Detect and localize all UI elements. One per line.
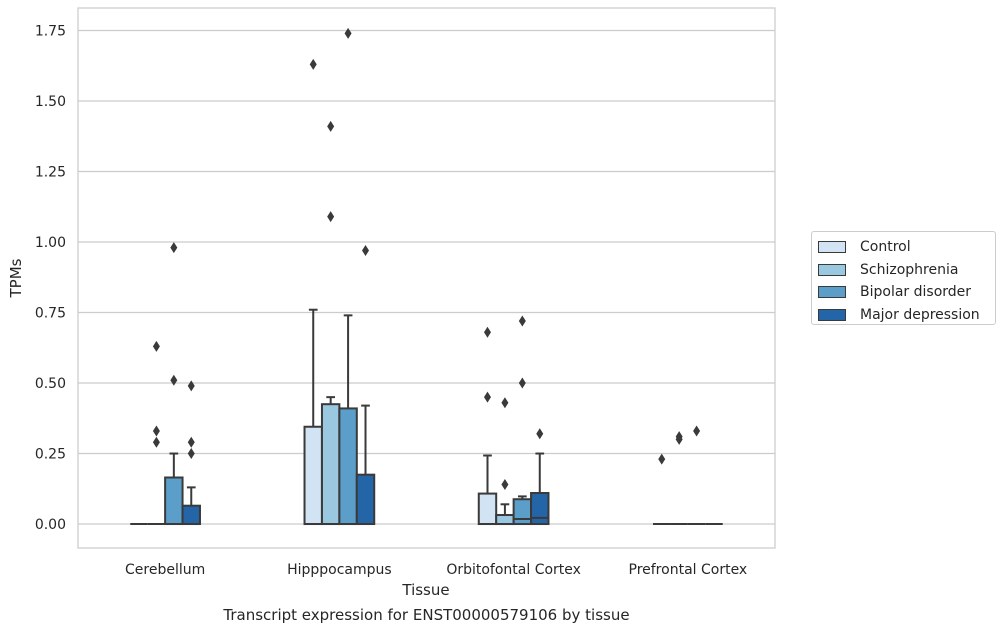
outlier-point: [536, 428, 544, 440]
grid-lines: [78, 29, 775, 525]
legend-swatch: [818, 241, 846, 254]
box-1-2: [338, 27, 358, 526]
legend-item: Bipolar disorder: [818, 281, 995, 304]
box-0-2: [164, 242, 184, 526]
outlier-point: [518, 377, 526, 389]
box-rect: [181, 504, 201, 526]
box-1-1: [320, 120, 341, 526]
box-2-3: [530, 428, 550, 526]
box-0-3: [181, 380, 201, 526]
legend-swatch: [818, 286, 846, 299]
outlier-point: [501, 397, 509, 409]
box-3-1: [670, 431, 688, 526]
x-tick-label: Orbitofontal Cortex: [446, 562, 581, 578]
y-tick-label: 1.75: [35, 24, 66, 40]
legend-item: Schizophrenia: [818, 259, 995, 282]
box-rect: [495, 514, 515, 526]
legend-label: Bipolar disorder: [860, 284, 972, 301]
box-2-2: [512, 315, 533, 526]
legend-label: Control: [860, 239, 911, 256]
outlier-point: [327, 120, 335, 132]
x-tick-label: Hipppocampus: [287, 562, 392, 578]
legend-item: Control: [818, 236, 995, 259]
outlier-point: [693, 425, 701, 437]
box-rect: [338, 407, 358, 526]
box-plots: [130, 27, 723, 526]
x-axis-ticks: Cerebellum Hipppocampus Orbitofontal Corte…: [125, 562, 747, 578]
y-axis-ticks: 0.00 0.25 0.50 0.75 1.00 1.25 1.50 1.75: [35, 24, 66, 533]
y-tick-label: 0.50: [35, 376, 66, 392]
box-rect: [320, 403, 341, 526]
figure-caption: Transcript expression for ENST0000057910…: [223, 606, 630, 624]
outlier-point: [675, 431, 683, 443]
box-rect: [477, 492, 498, 526]
outlier-point: [187, 448, 195, 460]
outlier-point: [187, 436, 195, 448]
legend-label: Major depression: [860, 306, 980, 323]
outlier-point: [152, 425, 160, 437]
outlier-point: [327, 211, 335, 223]
y-tick-label: 0.75: [35, 306, 66, 322]
outlier-point: [170, 374, 178, 386]
y-tick-label: 1.25: [35, 165, 66, 181]
box-rect: [530, 492, 550, 526]
box-rect: [355, 473, 376, 526]
y-tick-label: 0.00: [35, 517, 66, 533]
box-rect: [303, 425, 323, 526]
y-tick-label: 1.00: [35, 235, 66, 251]
box-2-0: [477, 326, 498, 526]
box-3-2: [687, 425, 706, 526]
x-tick-label: Cerebellum: [125, 562, 205, 578]
outlier-point: [501, 479, 509, 491]
y-axis-title: TPMs: [7, 258, 25, 298]
outlier-point: [170, 242, 178, 254]
legend-swatch: [818, 263, 846, 276]
x-axis-title: Tissue: [401, 581, 449, 599]
outlier-point: [309, 58, 317, 70]
y-tick-label: 1.50: [35, 94, 66, 110]
box-1-0: [303, 58, 323, 526]
box-rect: [512, 498, 533, 526]
x-tick-label: Prefrontal Cortex: [629, 562, 748, 578]
y-tick-label: 0.25: [35, 447, 66, 463]
outlier-point: [187, 380, 195, 392]
box-3-0: [653, 453, 671, 526]
legend-swatch: [818, 308, 846, 321]
legend: Control Schizophrenia Bipolar disorder Majo…: [811, 231, 996, 325]
outlier-point: [483, 326, 491, 338]
outlier-point: [152, 340, 160, 352]
box-rect: [164, 476, 184, 526]
box-0-1: [147, 340, 166, 526]
outlier-point: [362, 245, 370, 257]
box-2-1: [495, 397, 515, 526]
outlier-point: [152, 436, 160, 448]
outlier-point: [518, 315, 526, 327]
legend-label: Schizophrenia: [860, 261, 959, 278]
outlier-point: [344, 27, 352, 39]
plot-frame: [77, 7, 776, 549]
legend-item: Major depression: [818, 304, 995, 327]
box-1-3: [355, 245, 376, 526]
outlier-point: [483, 391, 491, 403]
outlier-point: [658, 453, 666, 465]
